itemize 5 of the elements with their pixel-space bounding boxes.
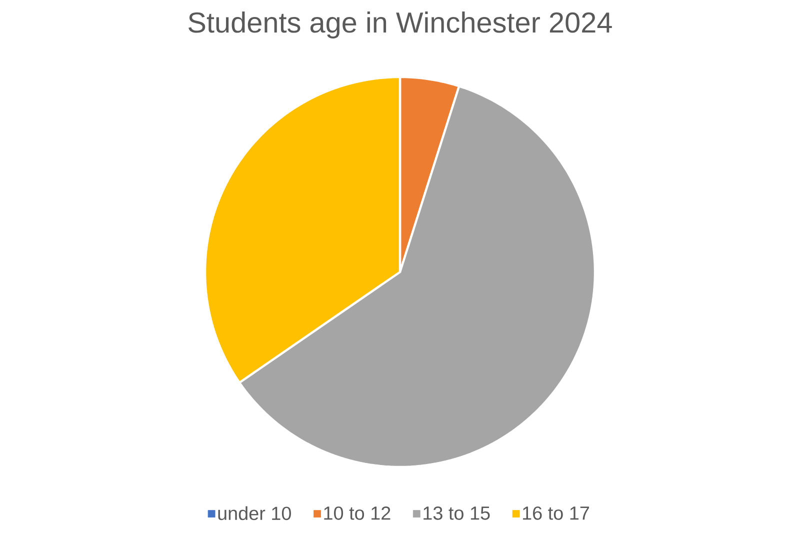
legend-label: 10 to 12 — [324, 506, 390, 520]
legend-label: 13 to 15 — [424, 506, 490, 520]
legend-label: under 10 — [218, 506, 291, 520]
legend-label: 16 to 17 — [522, 506, 589, 520]
chart-title: Students age in Winchester 2024 — [188, 12, 612, 38]
